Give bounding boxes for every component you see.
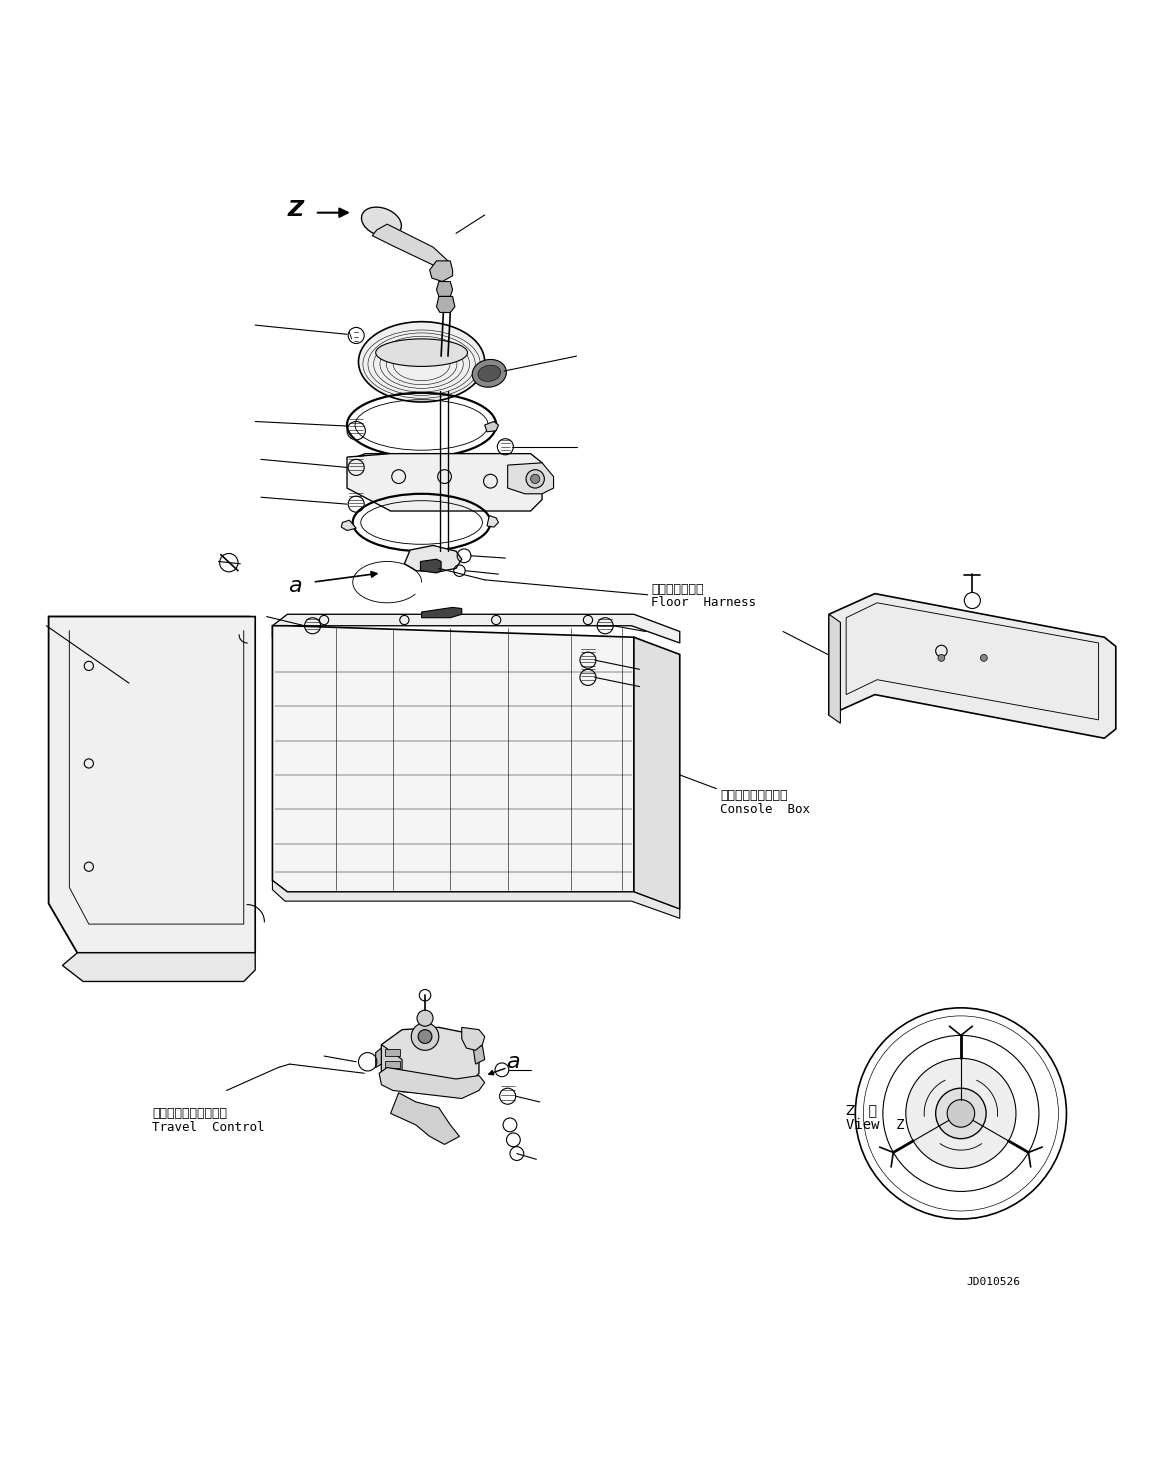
Circle shape (937, 655, 944, 662)
Circle shape (419, 1029, 432, 1044)
Polygon shape (507, 464, 553, 493)
Text: Travel  Control: Travel Control (152, 1121, 264, 1133)
Polygon shape (48, 616, 249, 952)
Polygon shape (48, 616, 255, 952)
Polygon shape (487, 515, 498, 527)
Polygon shape (372, 224, 449, 268)
Text: a: a (506, 1052, 520, 1072)
Text: Console  Box: Console Box (719, 803, 809, 816)
Circle shape (417, 1010, 434, 1026)
Ellipse shape (477, 366, 500, 382)
Text: フロアハーネス: フロアハーネス (651, 582, 703, 595)
Circle shape (947, 1100, 974, 1127)
Polygon shape (829, 594, 1116, 738)
Polygon shape (356, 453, 530, 469)
Polygon shape (634, 637, 680, 909)
Polygon shape (461, 1028, 484, 1050)
Text: コンソールボックス: コンソールボックス (719, 789, 787, 803)
Polygon shape (484, 422, 498, 432)
Polygon shape (382, 1028, 478, 1094)
Ellipse shape (359, 321, 484, 401)
Polygon shape (437, 296, 455, 312)
Polygon shape (421, 560, 442, 573)
Ellipse shape (376, 339, 467, 366)
Polygon shape (385, 1060, 400, 1068)
Polygon shape (272, 615, 680, 643)
Ellipse shape (473, 360, 506, 387)
Polygon shape (376, 1049, 382, 1068)
Polygon shape (829, 615, 841, 723)
Circle shape (980, 655, 987, 662)
Polygon shape (356, 458, 366, 483)
Circle shape (906, 1059, 1016, 1169)
Polygon shape (473, 1046, 484, 1063)
Text: View  Z: View Z (846, 1118, 905, 1131)
Polygon shape (422, 607, 461, 618)
Polygon shape (347, 453, 542, 511)
Polygon shape (430, 261, 453, 281)
Polygon shape (379, 1068, 484, 1099)
Polygon shape (405, 545, 461, 572)
Polygon shape (62, 952, 255, 982)
Circle shape (935, 1089, 986, 1139)
Ellipse shape (361, 207, 401, 237)
Circle shape (412, 1023, 439, 1050)
Polygon shape (272, 626, 634, 892)
Text: JD010526: JD010526 (966, 1277, 1020, 1287)
Polygon shape (382, 1044, 402, 1091)
Text: Z   視: Z 視 (846, 1103, 877, 1117)
Polygon shape (437, 281, 453, 296)
Text: Z: Z (287, 200, 303, 221)
Circle shape (526, 469, 544, 489)
Circle shape (530, 474, 540, 483)
Text: Floor  Harness: Floor Harness (651, 597, 756, 609)
Polygon shape (272, 881, 680, 918)
Text: トラベルコントロール: トラベルコントロール (152, 1106, 227, 1120)
Polygon shape (341, 520, 356, 530)
Polygon shape (391, 1093, 459, 1145)
Polygon shape (385, 1049, 400, 1056)
Text: a: a (288, 576, 302, 595)
